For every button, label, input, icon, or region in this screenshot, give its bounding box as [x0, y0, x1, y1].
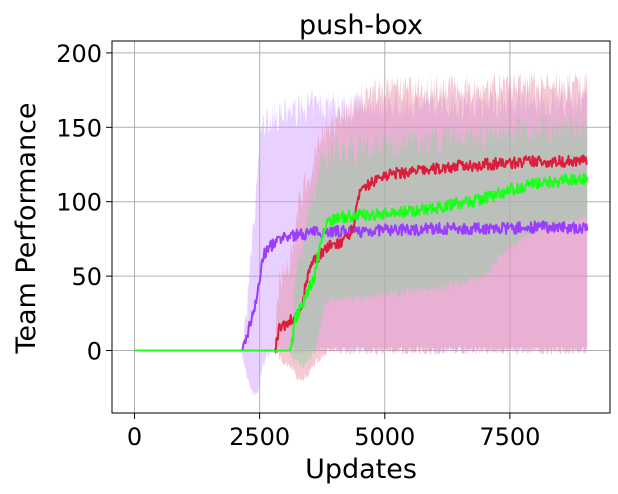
y-tick-label: 100: [56, 189, 102, 217]
x-tick-label: 0: [127, 423, 142, 451]
y-tick-label: 200: [56, 40, 102, 68]
green-series-band: [134, 109, 588, 369]
x-tick-label: 2500: [229, 423, 290, 451]
y-tick-label: 150: [56, 114, 102, 142]
x-tick-label: 7500: [479, 423, 540, 451]
ticks: 0 2500 5000 7500 0 50 100 150 200: [56, 40, 540, 451]
x-axis-label: Updates: [305, 454, 417, 485]
x-tick-label: 5000: [354, 423, 415, 451]
y-tick-label: 0: [87, 338, 102, 366]
y-axis-label: Team Performance: [11, 102, 42, 354]
green-series-line: [134, 173, 589, 352]
series-lines: [134, 154, 589, 353]
chart-title: push-box: [299, 10, 423, 41]
plot-frame: [111, 40, 611, 414]
red-series-band: [134, 69, 588, 382]
y-tick-label: 50: [71, 263, 102, 291]
